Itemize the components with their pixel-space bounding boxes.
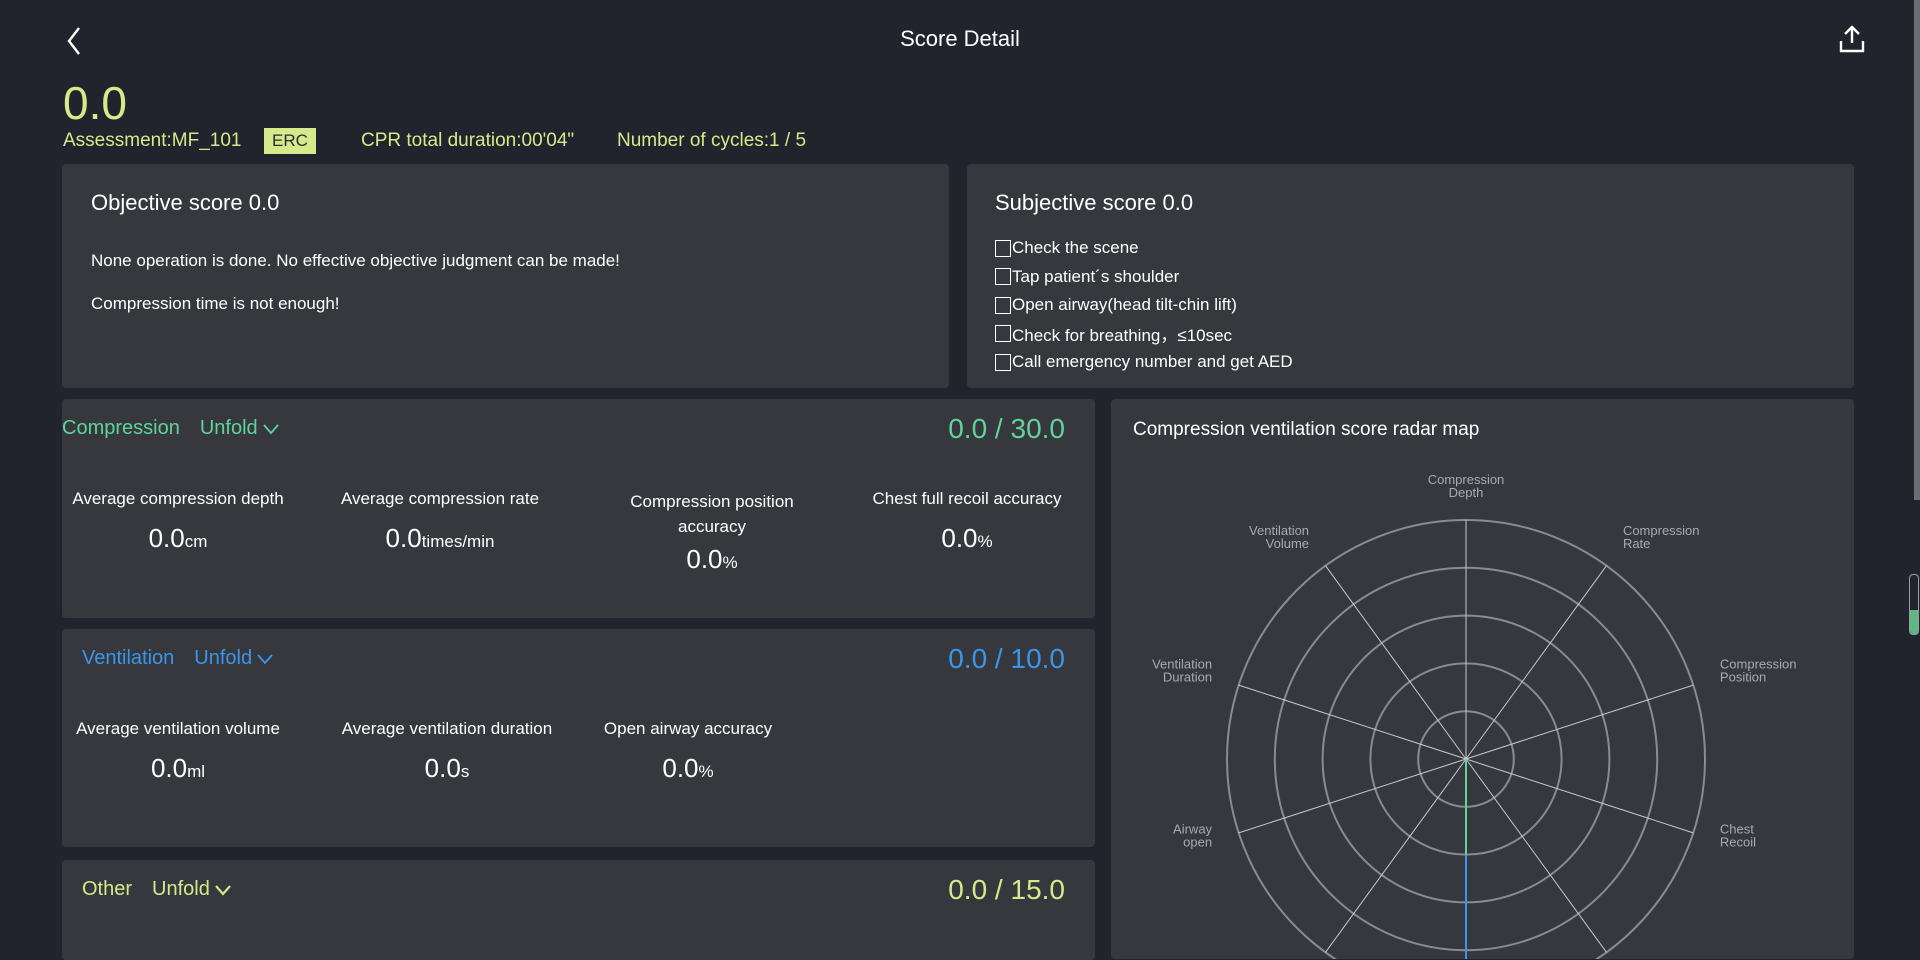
radar-axis [1325, 565, 1467, 760]
ventilation-section-title: Ventilation [82, 647, 175, 669]
checklist-label: Check for breathing，≤10sec [1012, 326, 1233, 346]
radar-axis-label: Compression Position [1720, 656, 1797, 684]
page-title: Score Detail [900, 26, 1020, 51]
checkbox[interactable] [995, 353, 1011, 371]
checklist-item: Call emergency number and get AED [995, 348, 1293, 377]
radar-axis [1465, 565, 1607, 760]
other-section: Other Unfold 0.0 / 15.0 [62, 860, 1095, 960]
assessment-label: Assessment:MF_101 [63, 130, 242, 151]
ventilation-unfold-button[interactable]: Unfold [194, 647, 274, 670]
compression-score: 0.0 / 30.0 [948, 413, 1065, 444]
ventilation-score: 0.0 / 10.0 [948, 643, 1065, 674]
radar-axis [1325, 758, 1467, 953]
metric-compression-position: Compression position accuracy 0.0% [630, 492, 794, 574]
share-button[interactable] [1838, 24, 1866, 54]
metric-ventilation-duration: Average ventilation duration 0.0s [341, 719, 553, 783]
unfold-label: Unfold [152, 878, 210, 900]
other-score: 0.0 / 15.0 [948, 874, 1065, 905]
compression-section-title: Compression [62, 417, 180, 439]
chevron-down-icon [215, 884, 231, 896]
checkbox[interactable] [995, 296, 1011, 314]
checklist-item: Open airway(head tilt-chin lift) [995, 291, 1293, 320]
chevron-down-icon [262, 423, 279, 434]
checklist-item: Check the scene [995, 234, 1293, 263]
radar-axis-label: Compression Rate [1623, 523, 1700, 551]
metric-chest-recoil: Chest full recoil accuracy 0.0% [872, 489, 1062, 553]
checkbox[interactable] [995, 268, 1011, 286]
radar-axis [1238, 758, 1467, 834]
metric-open-airway: Open airway accuracy 0.0% [603, 719, 773, 783]
chevron-down-icon [257, 653, 273, 664]
unfold-label: Unfold [199, 417, 258, 439]
compression-unfold-button[interactable]: Unfold [200, 417, 280, 440]
unfold-label: Unfold [194, 647, 253, 669]
side-gauge-fill [1910, 610, 1918, 634]
cycle-count: Number of cycles:1 / 5 [617, 130, 807, 151]
checklist-label: Open airway(head tilt-chin lift) [1012, 295, 1237, 315]
chevron-left-icon [67, 27, 80, 55]
radar-card: Compression ventilation score radar map … [1111, 399, 1854, 959]
checklist-label: Tap patient´s shoulder [1012, 266, 1180, 286]
radar-axis [1238, 684, 1467, 760]
page-scrollbar[interactable] [1914, 0, 1920, 500]
radar-axis-label: Chest Recoil [1720, 822, 1756, 850]
metric-compression-rate: Average compression rate 0.0times/min [340, 489, 540, 553]
radar-chart: Compression Depth Compression Rate Compressi… [1152, 472, 1797, 959]
radar-axis [1465, 758, 1607, 953]
radar-title: Compression ventilation score radar map [1133, 419, 1480, 440]
objective-score-title: Objective score 0.0 [91, 190, 280, 215]
radar-axis-label: Compression Depth [1428, 472, 1505, 500]
objective-message: Compression time is not enough! [91, 294, 340, 313]
checklist-item: Check for breathing，≤10sec [995, 320, 1293, 349]
checkbox[interactable] [995, 239, 1011, 257]
radar-axis-label: Ventilation Volume [1249, 523, 1309, 551]
objective-message: None operation is done. No effective obj… [91, 251, 620, 270]
other-section-title: Other [82, 878, 133, 900]
subjective-score-card: Subjective score 0.0 Check the scene Tap… [967, 164, 1854, 388]
ventilation-section: Ventilation Unfold 0.0 / 10.0 Average ve… [62, 629, 1095, 847]
checklist-item: Tap patient´s shoulder [995, 263, 1293, 292]
subjective-score-title: Subjective score 0.0 [995, 190, 1194, 215]
metric-compression-depth: Average compression depth 0.0cm [72, 489, 284, 553]
radar-axis-label: Airway open [1173, 822, 1213, 850]
radar-axis-label: Ventilation Duration [1152, 656, 1212, 684]
checkbox[interactable] [995, 325, 1011, 343]
compression-section: Compression Unfold 0.0 / 30.0 Average co… [62, 399, 1095, 618]
checklist-label: Check the scene [1012, 238, 1139, 258]
objective-score-card: Objective score 0.0 None operation is do… [62, 164, 949, 388]
metric-ventilation-volume: Average ventilation volume 0.0ml [76, 719, 280, 783]
radar-axis [1465, 758, 1694, 834]
checklist-label: Call emergency number and get AED [1012, 352, 1293, 372]
radar-axis [1465, 684, 1694, 760]
share-upload-icon [1839, 25, 1865, 53]
side-gauge[interactable] [1909, 574, 1919, 635]
other-unfold-button[interactable]: Unfold [152, 878, 232, 901]
back-button[interactable] [64, 24, 84, 58]
cpr-duration: CPR total duration:00'04" [361, 130, 575, 151]
standard-badge: ERC [264, 128, 316, 154]
total-score: 0.0 [63, 77, 127, 129]
